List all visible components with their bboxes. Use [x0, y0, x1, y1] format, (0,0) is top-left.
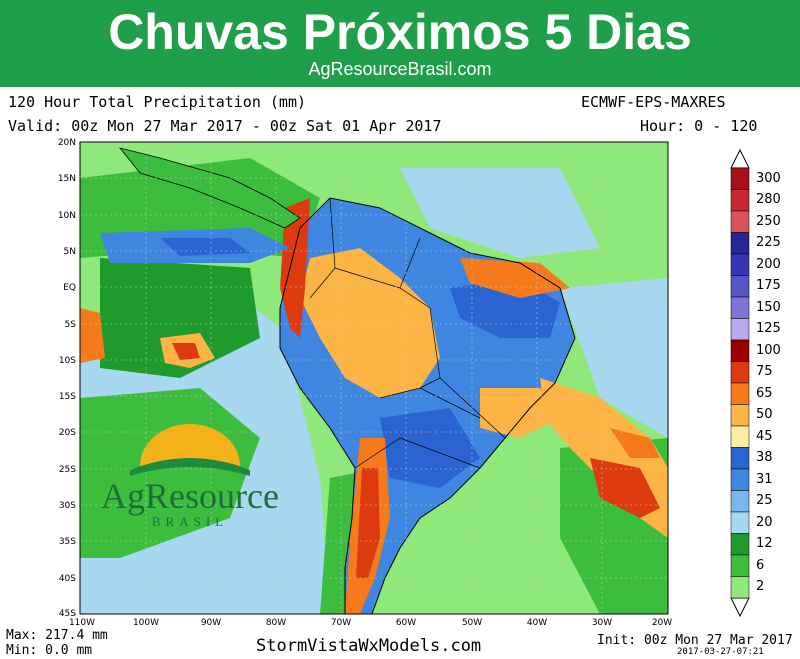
lon-label: 40W: [527, 618, 547, 628]
colorbar-label: 225: [756, 235, 781, 251]
longitude-labels: 110W 100W 90W 80W 70W 60W 50W 40W 30W 20…: [69, 618, 672, 628]
banner-title: Chuvas Próximos 5 Dias: [108, 4, 692, 60]
colorbar-swatch: [730, 232, 750, 255]
lon-label: 20W: [652, 618, 672, 628]
colorbar-label: 100: [756, 342, 781, 358]
lat-label: 15N: [58, 174, 76, 184]
colorbar-label: 280: [756, 192, 781, 208]
colorbar-swatch: [730, 296, 750, 319]
colorbar-top-arrow: [730, 148, 750, 169]
colorbar-swatch: [730, 361, 750, 384]
lon-label: 100W: [133, 618, 159, 628]
colorbar-label: 6: [756, 557, 765, 573]
latitude-labels: 20N 15N 10N 5N EQ 5S 10S 15S 20S 25S 30S…: [58, 138, 76, 619]
model-name: ECMWF-EPS-MAXRES: [581, 93, 726, 111]
colorbar-label: 150: [756, 299, 781, 315]
lon-label: 110W: [69, 618, 95, 628]
lon-label: 70W: [331, 618, 351, 628]
valid-period: Valid: 00z Mon 27 Mar 2017 - 00z Sat 01 …: [8, 117, 442, 135]
logo-name: AgResource: [101, 476, 279, 516]
colorbar-swatch: [730, 339, 750, 362]
lat-label: 20N: [58, 138, 76, 148]
colorbar-label: 38: [756, 450, 773, 466]
lat-label: 40S: [59, 574, 76, 584]
colorbar-label: 65: [756, 385, 773, 401]
colorbar: [730, 148, 750, 618]
lon-label: 60W: [396, 618, 416, 628]
colorbar-swatch: [730, 576, 750, 599]
colorbar-swatch: [730, 425, 750, 448]
colorbar-label: 12: [756, 536, 773, 552]
colorbar-swatch: [730, 167, 750, 190]
colorbar-swatch: [730, 189, 750, 212]
colorbar-label: 45: [756, 428, 773, 444]
lat-label: 45S: [59, 609, 76, 619]
colorbar-swatch: [730, 447, 750, 470]
lat-label: 5S: [65, 320, 77, 330]
colorbar-swatch: [730, 468, 750, 491]
sun-icon: [130, 424, 250, 476]
colorbar-bottom-arrow: [730, 597, 750, 618]
lat-label: 30S: [59, 501, 76, 511]
precipitation-map: 20N 15N 10N 5N EQ 5S 10S 15S 20S 25S 30S…: [58, 138, 750, 628]
map-title: 120 Hour Total Precipitation (mm): [8, 93, 307, 111]
init-time: Init: 00z Mon 27 Mar 2017: [597, 633, 793, 648]
colorbar-swatch: [730, 554, 750, 577]
colorbar-swatch: [730, 382, 750, 405]
lon-label: 90W: [201, 618, 221, 628]
agresource-logo: AgResource BRASIL: [100, 418, 280, 536]
lat-label: 10N: [58, 211, 76, 221]
colorbar-swatch: [730, 318, 750, 341]
colorbar-label: 175: [756, 278, 781, 294]
colorbar-label: 20: [756, 514, 773, 530]
colorbar-label: 125: [756, 321, 781, 337]
banner-subtitle[interactable]: AgResourceBrasil.com: [308, 59, 492, 79]
colorbar-swatch: [730, 210, 750, 233]
lat-label: 10S: [59, 356, 76, 366]
lat-label: 35S: [59, 537, 76, 547]
colorbar-label: 50: [756, 407, 773, 423]
colorbar-label: 250: [756, 213, 781, 229]
lat-label: EQ: [63, 283, 76, 293]
colorbar-label: 300: [756, 170, 781, 186]
colorbar-label: 31: [756, 471, 773, 487]
colorbar-label: 200: [756, 256, 781, 272]
forecast-hour: Hour: 0 - 120: [640, 117, 758, 135]
lon-label: 30W: [592, 618, 612, 628]
min-value: Min: 0.0 mm: [6, 643, 93, 658]
colorbar-swatch: [730, 275, 750, 298]
lon-label: 80W: [266, 618, 286, 628]
colorbar-label: 75: [756, 364, 773, 380]
colorbar-swatch: [730, 490, 750, 513]
colorbar-swatch: [730, 253, 750, 276]
source-site[interactable]: StormVistaWxModels.com: [256, 636, 482, 656]
max-value: Max: 217.4 mm: [6, 628, 108, 643]
lat-label: 5N: [64, 247, 76, 257]
colorbar-swatch: [730, 533, 750, 556]
lat-label: 25S: [59, 465, 76, 475]
colorbar-swatch: [730, 511, 750, 534]
colorbar-label: 25: [756, 493, 773, 509]
timestamp: 2017-03-27-07:21: [677, 647, 764, 657]
colorbar-label: 2: [756, 579, 765, 595]
lon-label: 50W: [462, 618, 482, 628]
lat-label: 15S: [59, 392, 76, 402]
precip-field: [80, 142, 668, 614]
title-banner: Chuvas Próximos 5 Dias AgResourceBrasil.…: [0, 0, 800, 87]
lat-label: 20S: [59, 428, 76, 438]
colorbar-swatch: [730, 404, 750, 427]
logo-subtitle: BRASIL: [151, 514, 229, 529]
